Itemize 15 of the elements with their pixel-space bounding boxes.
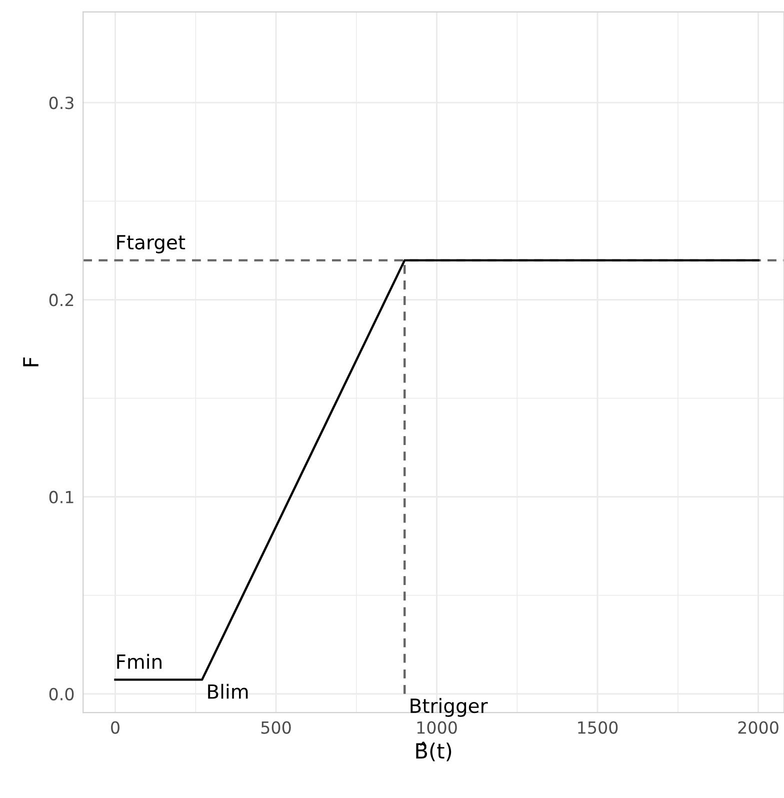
y-axis-title: F — [23, 358, 38, 366]
annotation: Btrigger — [410, 698, 488, 717]
y-tick-label: 0.3 — [49, 96, 74, 110]
x-tick-label: 2000 — [738, 721, 778, 734]
y-tick-label: 0.1 — [49, 490, 74, 504]
y-tick-label: 0.2 — [49, 294, 74, 306]
x-tick-label: 500 — [261, 721, 291, 734]
y-tick-label: 0.0 — [49, 688, 74, 700]
x-tick-label: 1000 — [417, 721, 457, 734]
annotation: Blim — [208, 684, 248, 699]
x-axis-title: B̂(t) — [416, 742, 452, 762]
x-tick-label: 1500 — [578, 721, 618, 734]
annotation: Fmin — [117, 654, 162, 669]
x-tick-label: 0 — [111, 721, 120, 734]
annotation: Ftarget — [117, 235, 186, 254]
